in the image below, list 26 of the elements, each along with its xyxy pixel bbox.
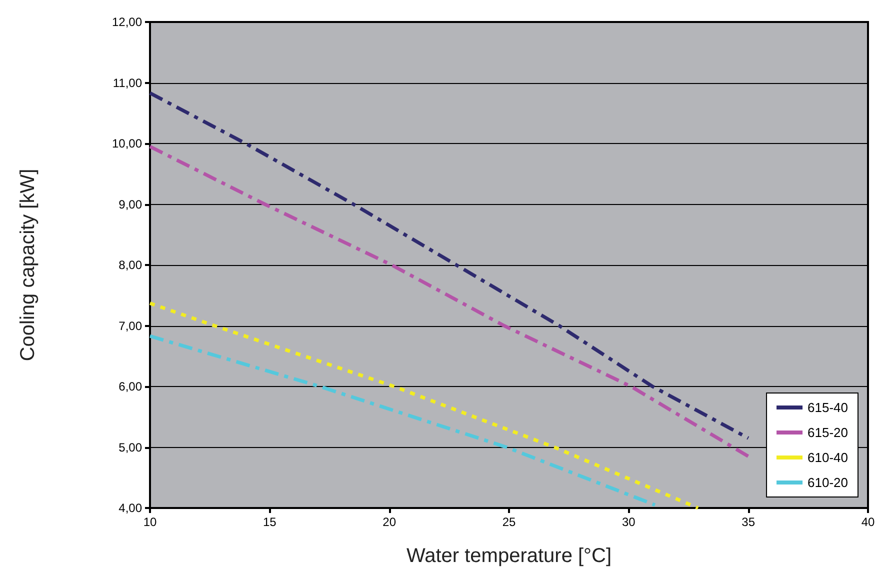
x-axis-title: Water temperature [°C]	[406, 545, 612, 567]
x-tick-label: 40	[861, 515, 875, 529]
y-tick-label: 7,00	[118, 318, 142, 333]
line-series	[148, 91, 750, 440]
line-series	[148, 302, 700, 510]
y-tick-label: 12,00	[112, 15, 142, 29]
legend-label: 615-40	[808, 400, 848, 415]
x-tick-label: 25	[502, 515, 516, 529]
x-tick-label: 10	[143, 515, 157, 529]
y-tick-label: 6,00	[118, 380, 142, 394]
y-tick-label: 4,00	[118, 501, 142, 515]
y-tick-label: 11,00	[112, 76, 142, 90]
y-tick-label: 5,00	[118, 440, 142, 454]
y-tick-label: 9,00	[118, 197, 142, 212]
x-tick-label: 35	[742, 515, 756, 529]
legend-label: 615-20	[808, 425, 848, 440]
y-tick-label: 10,00	[112, 136, 142, 150]
y-tick-label: 8,00	[118, 258, 142, 272]
x-tick-label: 20	[382, 515, 396, 529]
line-series	[148, 144, 750, 458]
x-tick-label: 30	[622, 515, 636, 529]
legend-label: 610-20	[808, 475, 848, 490]
legend-label: 610-40	[808, 450, 848, 465]
x-tick-label: 15	[262, 515, 277, 529]
y-axis-title: Cooling capacity [kW]	[17, 168, 39, 362]
line-series	[148, 334, 657, 507]
